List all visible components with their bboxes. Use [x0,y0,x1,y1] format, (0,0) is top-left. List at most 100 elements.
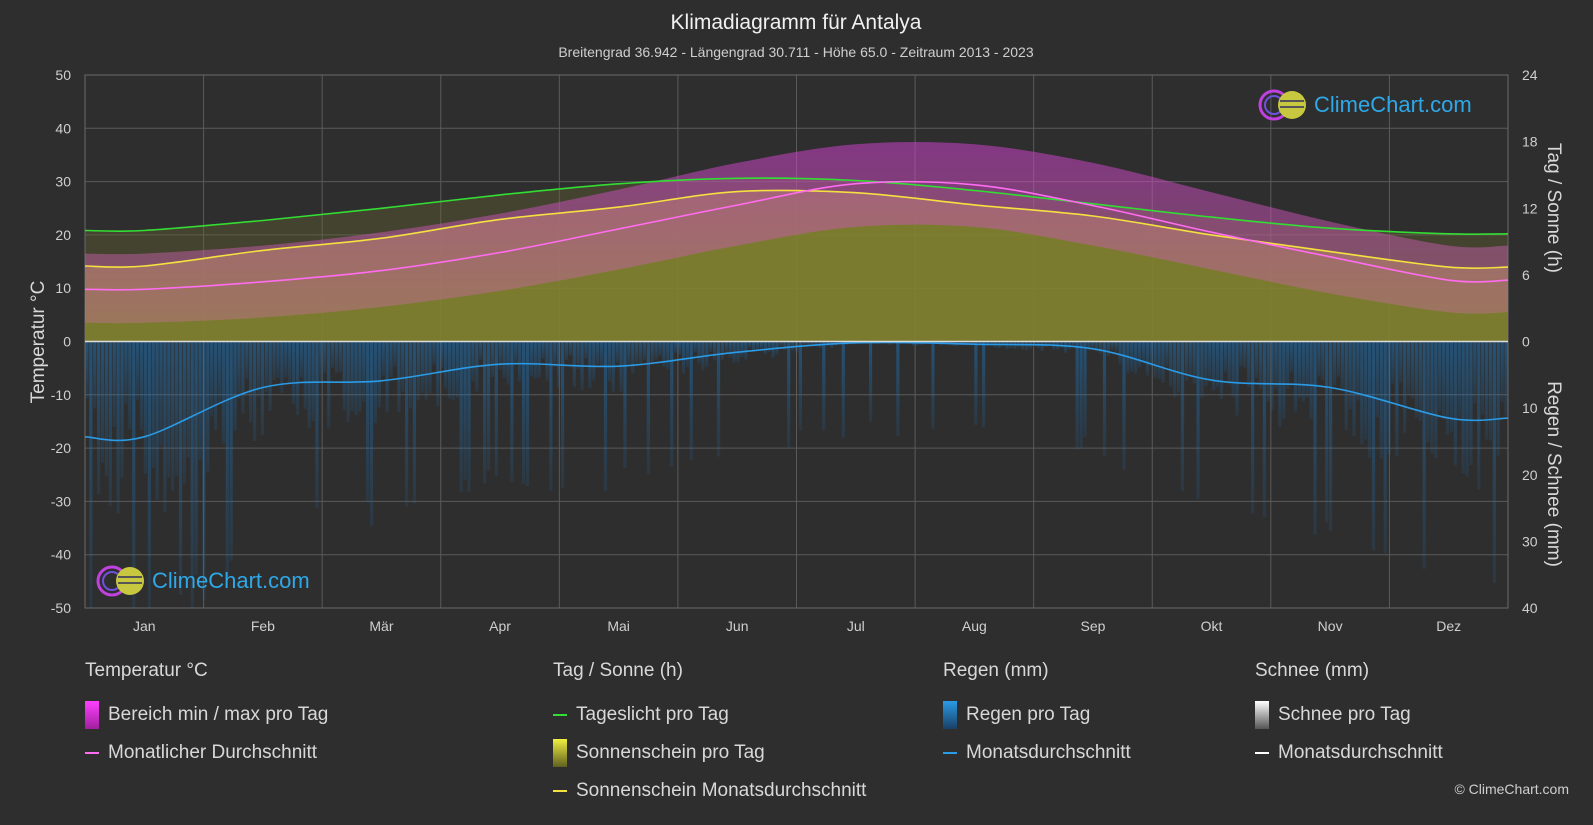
right-tick-label-rain: 20 [1522,467,1538,483]
rain-day-bar [1184,341,1188,381]
rain-day-bar [1356,341,1360,401]
logo-bottom: ClimeChart.com [96,564,310,598]
rain-day-bar [1336,341,1341,377]
rain-day-bar [681,341,686,374]
rain-day-bar [1399,341,1403,383]
rain-day-bar [596,341,600,365]
swatch-snow [1255,701,1269,729]
rain-day-bar [572,341,576,388]
legend-item-rain-avg: Monatsdurchschnitt [943,734,1131,772]
rain-day-bar [814,341,818,347]
rain-day-bar [1317,341,1321,377]
rain-day-bar [1500,341,1504,403]
rain-day-bar [1258,341,1263,390]
rain-day-bar [810,341,814,346]
rain-day-bar [342,341,346,411]
legend-item-sun-avg: Sonnenschein Monatsdurchschnitt [553,772,866,810]
rain-day-bar [132,341,136,608]
rain-day-bar [1153,341,1157,378]
rain-day-bar [1247,341,1251,388]
rain-day-bar [1161,341,1165,383]
axis-ticks: 50 40 30 20 10 0 -10 -20 -30 -40 -50 24 18 12 6 0 10 20 30… [51,67,1538,634]
legend-item-temp-band: Bereich min / max pro Tag [85,696,328,734]
rain-day-bar [416,341,420,401]
rain-day-bar [841,341,845,438]
rain-day-bar [740,341,744,358]
rain-day-bar [771,341,775,358]
rain-day-bar [978,341,982,346]
rain-day-bar [798,341,802,431]
rain-day-bar [627,341,631,364]
rain-day-bar [1375,341,1379,418]
rain-avg-line [84,341,1509,442]
rain-day-bar [744,341,748,360]
rain-day-bar [100,341,105,463]
rain-day-bar [755,341,760,350]
rain-day-bar [525,341,530,487]
rain-day-bar [1329,341,1333,531]
rain-day-bar [1465,341,1469,477]
legend-title: Tag / Sonne (h) [553,660,683,681]
right-tick-label-hours: 6 [1522,267,1530,283]
rain-day-bar [1445,341,1450,435]
rain-day-bar [1469,341,1473,465]
data-lines [84,177,1509,442]
rain-day-bar [545,341,549,381]
left-axis-label: Temperatur °C [28,281,49,404]
rain-day-bar [767,341,771,352]
rain-day-bar [1091,341,1095,349]
rain-day-bar [549,341,553,491]
rain-day-bar [229,341,233,561]
rain-day-bar [662,341,666,367]
rain-day-bar [599,341,604,367]
rain-day-bar [412,341,417,504]
rain-day-bar [1083,341,1087,437]
rain-day-bar [752,341,756,352]
rain-day-bar [1481,341,1485,415]
rain-day-bar [1290,341,1294,373]
rain-day-bar [315,341,319,508]
rain-day-bar [299,341,303,378]
rain-day-bar [521,341,526,484]
rain-day-bar [1403,341,1407,433]
rain-day-bar [1492,341,1496,584]
rain-day-bar [1340,341,1344,391]
legend-label: Sonnenschein pro Tag [576,742,765,763]
rain-day-bar [529,341,533,377]
rain-day-bar [85,341,89,399]
right-tick-label-hours: 24 [1522,67,1538,83]
legend-item-daylight: Tageslicht pro Tag [553,696,866,734]
rain-day-bar [311,341,315,422]
rain-day-bar [974,341,978,426]
legend-title: Temperatur °C [85,660,208,681]
rain-day-bar [1371,341,1376,551]
rain-day-bar [350,341,354,412]
rain-day-bar [779,341,783,347]
rain-day-bar [1227,341,1231,385]
rain-day-bar [568,341,572,356]
rain-day-bar [1395,341,1399,457]
rain-day-bar [646,341,650,475]
rain-day-bar [124,341,128,404]
rain-day-bar [783,341,787,350]
rain-day-bar [1098,341,1103,354]
legend-label: Bereich min / max pro Tag [108,704,329,725]
rain-day-bar [685,341,689,367]
left-tick-label: -30 [51,493,71,509]
rain-day-bar [837,341,841,344]
rain-day-bar [1309,341,1313,420]
rain-day-bar [588,341,592,388]
left-tick-label: 0 [63,334,71,350]
rain-day-bar [175,341,179,477]
month-tick-label: Mai [607,618,630,634]
rain-day-bar [1231,341,1235,397]
rain-day-bar [159,341,163,446]
rain-day-bar [615,341,619,363]
rain-day-bar [1192,341,1196,384]
rain-day-bar [1410,341,1415,399]
rain-day-bar [237,341,241,399]
rain-day-bar [147,341,151,608]
rain-day-bar [716,341,721,457]
rain-day-bar [233,341,237,431]
rain-day-bar [1344,341,1348,431]
